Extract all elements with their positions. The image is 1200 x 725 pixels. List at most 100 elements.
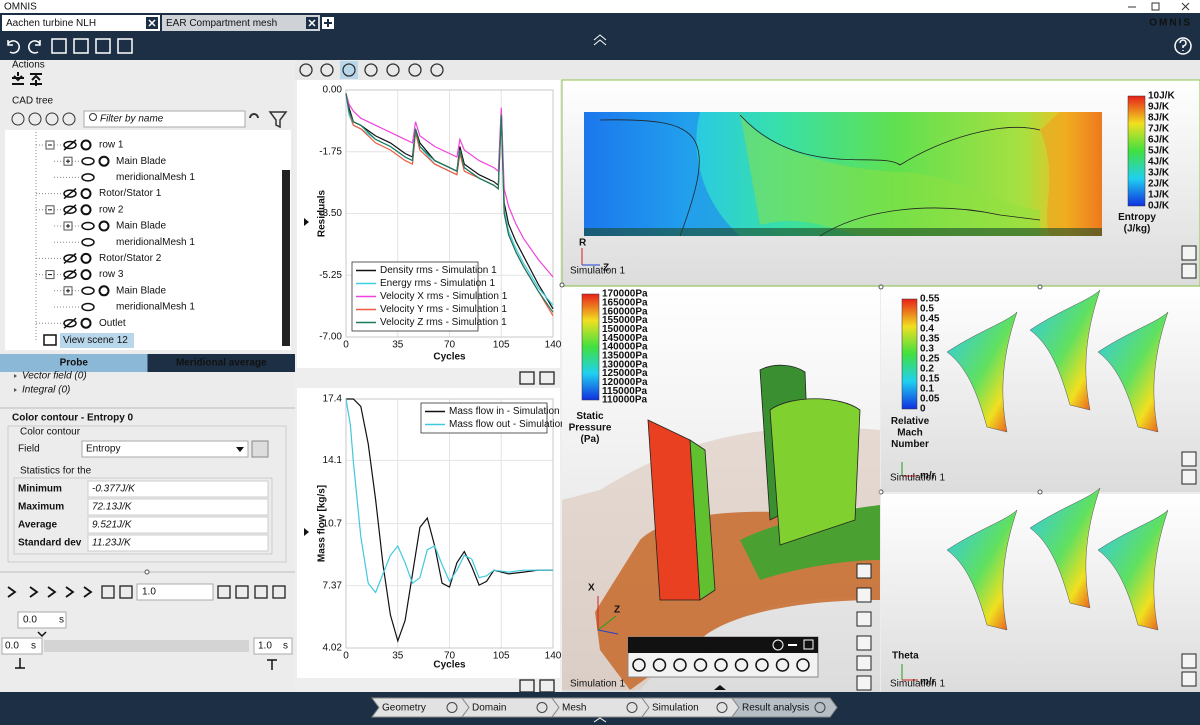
playback-button[interactable]	[47, 586, 57, 598]
view-tool-button[interactable]	[342, 63, 356, 77]
view-tool-button[interactable]	[299, 63, 313, 77]
workflow-label[interactable]: Geometry	[382, 703, 426, 714]
chart-tool-button[interactable]	[519, 371, 535, 385]
workflow-label[interactable]: Domain	[472, 703, 506, 714]
visibility-icon[interactable]	[63, 318, 77, 328]
probe-item[interactable]: Integral (0)	[22, 385, 70, 396]
visibility-icon[interactable]	[81, 286, 95, 296]
tree-item[interactable]: Rotor/Stator 1	[99, 188, 162, 199]
visibility-icon[interactable]	[81, 173, 95, 182]
playback-tool[interactable]	[101, 585, 115, 599]
panel-tab-label[interactable]: Probe	[60, 358, 89, 369]
toolbar-button[interactable]	[95, 38, 111, 54]
tree-tool-button[interactable]	[62, 112, 76, 126]
viewport-tool-button[interactable]	[856, 635, 872, 651]
speed-value[interactable]: 1.0	[142, 587, 156, 598]
viewport-tool-button[interactable]	[856, 611, 872, 627]
viewport-tool-button[interactable]	[1181, 671, 1197, 687]
undo-button[interactable]	[7, 40, 20, 54]
probe-tool[interactable]	[652, 658, 667, 672]
workflow-label[interactable]: Mesh	[562, 703, 586, 714]
visibility-icon[interactable]	[81, 156, 95, 166]
close-button[interactable]	[1181, 2, 1190, 11]
viewport-tool-button[interactable]	[856, 587, 872, 603]
help-button[interactable]	[1174, 37, 1192, 55]
filter-input[interactable]	[83, 110, 246, 128]
visibility-icon[interactable]	[81, 237, 95, 247]
probe-tool[interactable]	[755, 658, 769, 672]
viewport-tool-button[interactable]	[1181, 451, 1197, 467]
expand-chevron[interactable]	[593, 717, 607, 723]
tree-item[interactable]: meridionalMesh 1	[116, 172, 195, 183]
playback-button[interactable]	[7, 586, 17, 598]
viewport-tool-button[interactable]	[856, 675, 872, 691]
field-combobox[interactable]	[81, 440, 249, 458]
link-button[interactable]	[249, 113, 259, 119]
probe-help[interactable]	[772, 639, 784, 651]
probe-tool[interactable]	[734, 658, 749, 672]
tree-item[interactable]: row 3	[99, 269, 124, 280]
playback-tool[interactable]	[119, 585, 133, 599]
tree-item[interactable]: meridionalMesh 1	[116, 237, 195, 248]
download-button[interactable]	[12, 72, 24, 85]
viewport-tool-button[interactable]	[1181, 263, 1197, 279]
time-slider[interactable]	[44, 640, 249, 652]
viewport-tool-button[interactable]	[856, 655, 872, 671]
visibility-icon[interactable]	[81, 221, 95, 231]
viewport-tool-button[interactable]	[1181, 653, 1197, 669]
workflow-label[interactable]: Result analysis	[742, 703, 809, 714]
collapse-chevron[interactable]	[593, 34, 607, 46]
view-tool-button[interactable]	[408, 63, 422, 77]
visibility-icon[interactable]	[63, 270, 77, 279]
visibility-icon[interactable]	[63, 140, 77, 150]
set-end-button[interactable]	[267, 659, 277, 670]
tree-item[interactable]: meridionalMesh 1	[116, 302, 195, 313]
tree-item[interactable]: Outlet	[99, 318, 126, 329]
tab-label[interactable]: Aachen turbine NLH	[6, 18, 96, 29]
playback-button[interactable]	[83, 586, 93, 598]
view-tool-button[interactable]	[430, 63, 444, 77]
playback-tool[interactable]	[254, 585, 268, 599]
end-value[interactable]: 1.0	[258, 641, 272, 652]
workflow-step[interactable]	[731, 697, 838, 718]
set-start-button[interactable]	[15, 658, 25, 669]
visibility-icon[interactable]	[63, 189, 77, 198]
filter-placeholder[interactable]: Filter by name	[100, 114, 164, 125]
viewport-tool-button[interactable]	[1181, 245, 1197, 261]
probe-tool[interactable]	[796, 658, 810, 672]
probe-close[interactable]	[803, 639, 814, 650]
playback-button[interactable]	[29, 586, 39, 598]
tree-tool-button[interactable]	[11, 112, 25, 126]
panel-tab[interactable]	[147, 354, 296, 372]
probe-tool[interactable]	[775, 658, 790, 672]
scrollbar-thumb[interactable]	[282, 170, 290, 346]
viewport-tool-button[interactable]	[856, 563, 872, 579]
probe-tool[interactable]	[632, 658, 646, 672]
toolbar-button[interactable]	[73, 38, 89, 54]
tree-item[interactable]: row 2	[99, 204, 124, 215]
filter-button[interactable]	[268, 111, 288, 129]
tree-item[interactable]: row 1	[99, 140, 124, 151]
toolbar-button[interactable]	[51, 38, 67, 54]
playback-tool[interactable]	[217, 585, 231, 599]
probe-item[interactable]: Vector field (0)	[22, 371, 87, 382]
view-tool-button[interactable]	[364, 63, 378, 77]
tree-item[interactable]: Main Blade	[116, 285, 166, 296]
document-tab[interactable]	[2, 15, 160, 31]
speed-input[interactable]	[136, 583, 214, 601]
redo-button[interactable]	[28, 40, 41, 54]
tree-item[interactable]: Rotor/Stator 2	[99, 253, 162, 264]
start-input[interactable]	[1, 637, 43, 655]
view-tool-button[interactable]	[386, 63, 400, 77]
viewport-tool-button[interactable]	[1181, 469, 1197, 485]
tree-tool-button[interactable]	[28, 112, 42, 126]
time-input[interactable]	[17, 611, 67, 629]
playback-tool[interactable]	[235, 585, 249, 599]
field-options-button[interactable]	[251, 440, 269, 458]
end-input[interactable]	[253, 637, 293, 655]
tree-item[interactable]: View scene 12	[63, 335, 128, 346]
start-value[interactable]: 0.0	[5, 641, 19, 652]
panel-tab-label[interactable]: Meridional average	[176, 358, 267, 369]
collapse-arrow[interactable]	[304, 528, 309, 536]
playback-button[interactable]	[65, 586, 75, 598]
